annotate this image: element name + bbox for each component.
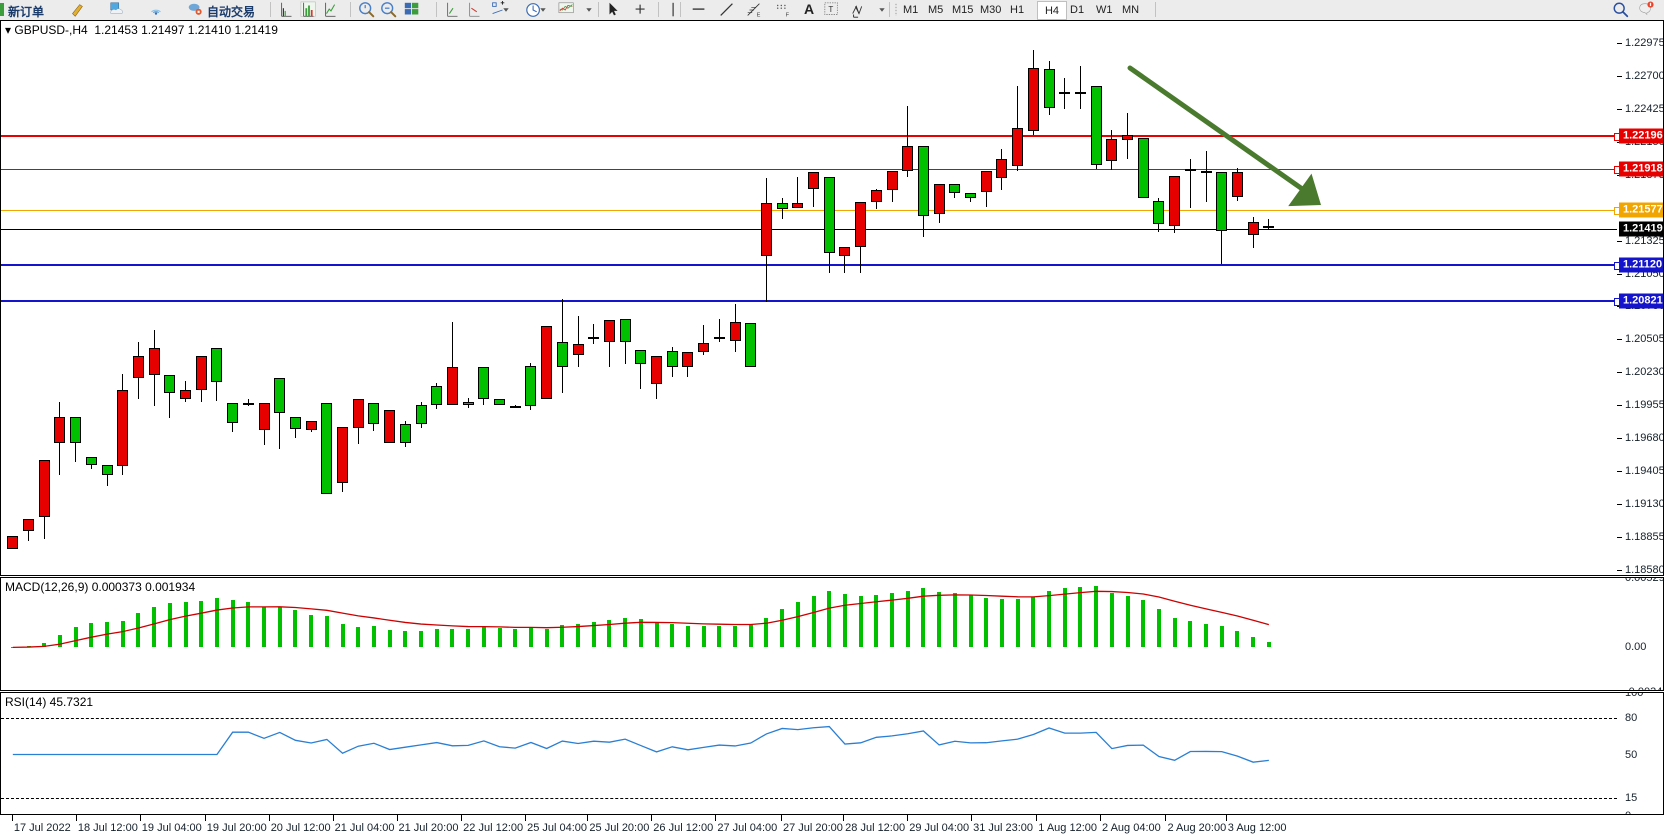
svg-text:T: T bbox=[828, 5, 833, 14]
svg-text:F: F bbox=[786, 12, 790, 18]
svg-text:E: E bbox=[757, 12, 761, 18]
